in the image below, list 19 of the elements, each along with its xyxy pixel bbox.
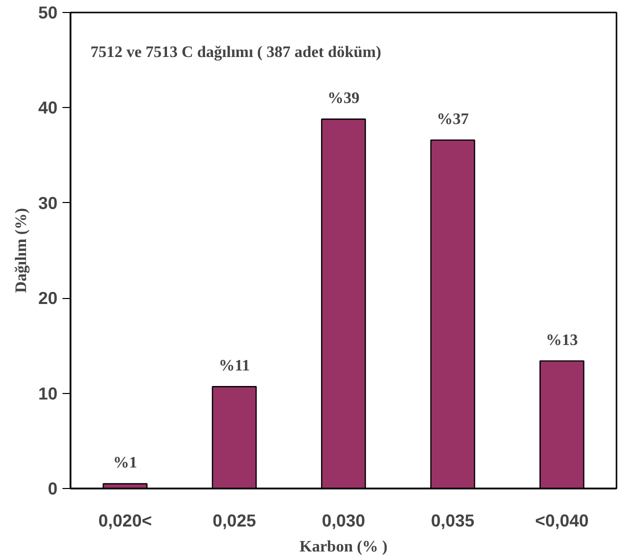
y-tick-label: 40 [38, 98, 58, 118]
x-tick-label: <0,040 [535, 510, 589, 530]
y-tick-label: 50 [38, 2, 58, 22]
x-tick-label: 0,030 [322, 510, 366, 530]
y-axis-title: Dağılım (%) [13, 208, 30, 293]
y-tick-label: 20 [38, 288, 58, 308]
y-tick-label: 10 [38, 383, 58, 404]
data-label: %11 [218, 358, 250, 375]
y-tick-label: 30 [38, 192, 58, 213]
data-label: %1 [113, 454, 138, 472]
x-tick-label: 0,035 [431, 510, 475, 530]
x-tick-label: 0,025 [212, 510, 256, 530]
x-axis-title: Karbon (% ) [300, 538, 388, 556]
text: 7512 ve 7513 C dağılımı ( 387 adet döküm) [90, 44, 382, 61]
y-tick-label: 0 [48, 478, 58, 498]
x-tick-label: 0,020< [98, 510, 152, 530]
data-label: %13 [546, 332, 578, 349]
data-label: %39 [328, 90, 360, 108]
data-label: %37 [436, 111, 469, 128]
